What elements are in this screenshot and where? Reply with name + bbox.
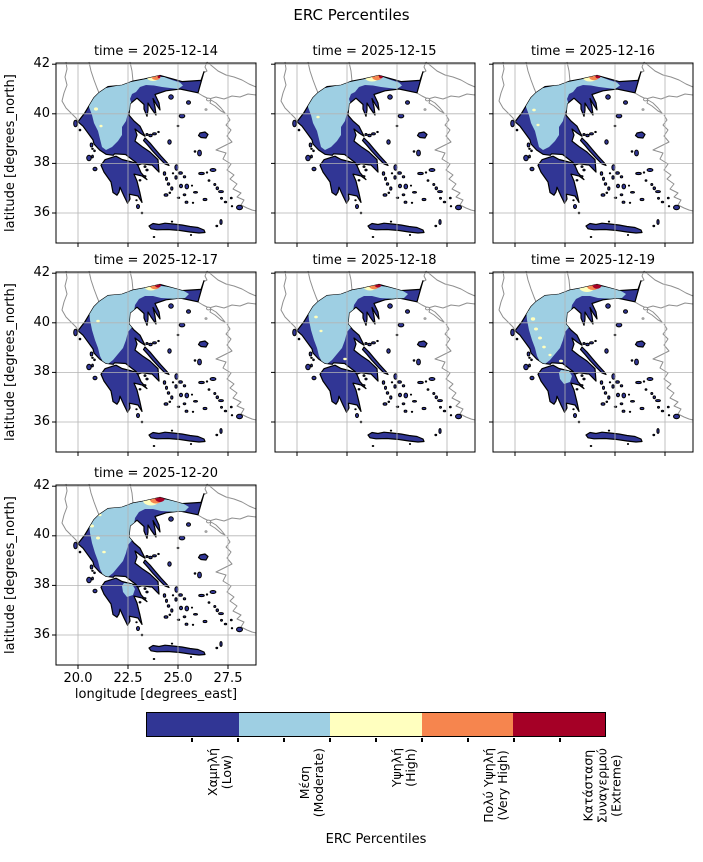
axes-frame bbox=[55, 62, 257, 244]
map-panel-2025-12-16: time = 2025-12-16 bbox=[488, 44, 694, 248]
y-axis-label: latitude [degrees_north] bbox=[3, 283, 18, 441]
map-panel-2025-12-14: time = 2025-12-14 42 40 38 36 bbox=[33, 44, 257, 248]
axes-frame bbox=[492, 62, 694, 244]
y-axis-label: latitude [degrees_north] bbox=[3, 74, 18, 232]
colorbar-tick-mark bbox=[421, 737, 423, 742]
y-tick-label: 38 bbox=[33, 155, 50, 171]
figure-title: ERC Percentiles bbox=[293, 6, 410, 24]
colorbar bbox=[146, 712, 606, 737]
map-panel-2025-12-15: time = 2025-12-15 bbox=[270, 44, 475, 248]
colorbar-tick-mark bbox=[559, 737, 561, 742]
y-axis-label: latitude [degrees_north] bbox=[3, 495, 18, 654]
greece-map bbox=[51, 61, 257, 248]
colorbar-segment-3 bbox=[421, 713, 514, 736]
y-tick-label: 42 bbox=[33, 56, 50, 72]
y-tick-label: 38 bbox=[33, 364, 50, 380]
colorbar-tick-mark bbox=[329, 737, 331, 742]
panel-title: time = 2025-12-17 bbox=[93, 253, 219, 268]
y-tick-label: 36 bbox=[33, 626, 50, 642]
y-tick-label: 40 bbox=[33, 527, 50, 543]
colorbar-category-label: Πολύ Υψηλή (Very High) bbox=[481, 747, 510, 823]
colorbar-category-label: Μέση (Moderate) bbox=[297, 747, 326, 817]
axes-frame bbox=[274, 62, 475, 244]
axes-frame bbox=[55, 271, 257, 453]
panel-title: time = 2025-12-19 bbox=[530, 253, 656, 268]
map-panel-2025-12-17: time = 2025-12-17 42 40 38 36 bbox=[33, 253, 257, 457]
colorbar-tick-mark bbox=[375, 737, 377, 742]
colorbar-segment-1 bbox=[238, 713, 331, 736]
greece-map bbox=[488, 270, 694, 457]
percentile-overlays bbox=[307, 282, 408, 364]
panel-title: time = 2025-12-16 bbox=[530, 44, 656, 59]
axes-frame bbox=[55, 484, 257, 665]
colorbar-tick-mark bbox=[467, 737, 469, 742]
colorbar-label: ERC Percentiles bbox=[325, 832, 427, 847]
colorbar-tick-mark bbox=[283, 737, 285, 742]
greece-map bbox=[270, 270, 475, 457]
y-tick-label: 42 bbox=[33, 265, 50, 281]
panel-title: time = 2025-12-15 bbox=[312, 44, 437, 59]
greece-map bbox=[51, 483, 257, 669]
panel-title: time = 2025-12-20 bbox=[93, 465, 219, 481]
y-tick-label: 36 bbox=[33, 414, 50, 429]
colorbar-tick-mark bbox=[191, 737, 193, 742]
x-tick-label: 20.0 bbox=[63, 670, 93, 686]
map-panel-2025-12-20: time = 2025-12-20 42 40 38 36 20.0 22.5 25.0 27… bbox=[33, 466, 257, 686]
x-tick-label: 25.0 bbox=[163, 670, 193, 686]
y-tick-label: 40 bbox=[33, 314, 50, 330]
percentile-overlays bbox=[89, 282, 189, 364]
x-tick-label: 22.5 bbox=[113, 670, 143, 686]
colorbar-tick-mark bbox=[237, 737, 239, 742]
colorbar-segment-0 bbox=[147, 713, 239, 736]
colorbar-tick-mark bbox=[513, 737, 515, 742]
y-tick-label: 36 bbox=[33, 205, 50, 220]
greece-map bbox=[488, 61, 694, 248]
panel-title: time = 2025-12-18 bbox=[312, 253, 437, 268]
colorbar-category-label: Χαμηλή (Low) bbox=[205, 747, 234, 796]
colorbar-segment-4 bbox=[513, 713, 605, 736]
x-tick-label: 27.5 bbox=[213, 670, 243, 686]
axes-frame bbox=[274, 271, 475, 453]
colorbar-category-label: Υψηλή (High) bbox=[389, 747, 418, 787]
x-axis-label: longitude [degrees_east] bbox=[74, 687, 238, 702]
map-panel-2025-12-18: time = 2025-12-18 bbox=[270, 253, 475, 457]
colorbar-segment-2 bbox=[330, 713, 422, 736]
axes-frame bbox=[492, 271, 694, 453]
greece-map bbox=[270, 61, 475, 248]
map-panel-2025-12-19: time = 2025-12-19 bbox=[488, 253, 694, 457]
panel-title: time = 2025-12-14 bbox=[93, 44, 219, 59]
greece-map bbox=[51, 270, 257, 457]
y-tick-label: 38 bbox=[33, 576, 50, 592]
y-tick-label: 40 bbox=[33, 105, 50, 121]
colorbar-category-label: Κατάσταση Συναγερμού (Extreme) bbox=[580, 747, 623, 823]
y-tick-label: 42 bbox=[33, 477, 50, 493]
